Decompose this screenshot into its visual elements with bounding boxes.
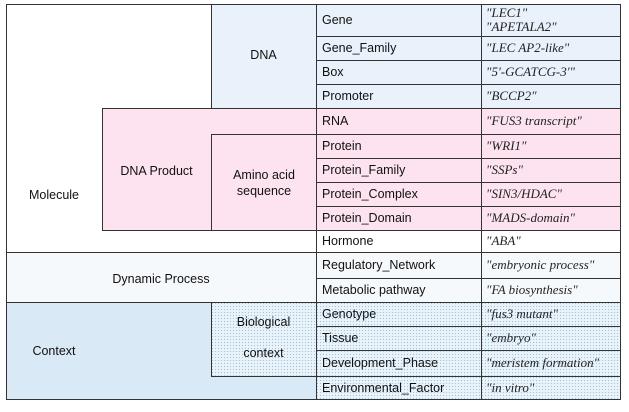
entity-cell: Gene: [316, 4, 481, 36]
example-text: "SSPs": [486, 162, 523, 177]
entity-cell: Box: [316, 60, 481, 84]
example-cell: "ABA": [481, 230, 621, 252]
entity-cell: Promoter: [316, 84, 481, 108]
example-cell: "meristem formation": [481, 350, 621, 376]
example-text: "embryonic process": [486, 257, 595, 272]
grid-lines: [6, 4, 621, 400]
amino-acid-sequence-label: Amino acid sequence: [233, 168, 295, 198]
molecule-label: Molecule: [28, 188, 80, 202]
example-text: "SIN3/HDAC": [486, 186, 562, 201]
example-cell: "FUS3 transcript": [481, 108, 621, 134]
example-text: "LEC1": [486, 5, 528, 20]
entity-cell: Gene_Family: [316, 36, 481, 60]
example-text: "APETALA2": [486, 19, 557, 34]
entity-cell: Protein: [316, 134, 481, 158]
example-text: "ABA": [486, 233, 521, 248]
example-cell: "embryo": [481, 326, 621, 350]
entity-cell: Hormone: [316, 230, 481, 252]
example-cell: "BCCP2": [481, 84, 621, 108]
context-label: Context: [32, 344, 76, 358]
example-text: "embryo": [486, 330, 536, 345]
dna-product-block: [102, 108, 316, 230]
example-text: "WRI1": [486, 138, 527, 153]
example-text: "FA biosynthesis": [486, 282, 578, 297]
example-text: "BCCP2": [486, 88, 537, 103]
entity-cell: Metabolic pathway: [316, 278, 481, 302]
entity-cell: Protein_Family: [316, 158, 481, 182]
example-cell: "MADS-domain": [481, 206, 621, 230]
example-text: "in vitro": [486, 380, 535, 395]
entity-cell: Tissue: [316, 326, 481, 350]
example-cell: "5'-GCATCG-3'": [481, 60, 621, 84]
dna-product-label: DNA Product: [120, 164, 193, 178]
biological-context-label-1: Biological: [236, 315, 291, 329]
example-cell: "LEC AP2-like": [481, 36, 621, 60]
entity-cell: RNA: [316, 108, 481, 134]
entity-cell: Protein_Complex: [316, 182, 481, 206]
biological-context-block: [211, 302, 316, 376]
example-text: "MADS-domain": [486, 210, 575, 225]
example-cell: "SSPs": [481, 158, 621, 182]
example-cell: "WRI1": [481, 134, 621, 158]
entity-hierarchy-table: Molecule DNA DNA Product Amino acid sequ…: [6, 4, 621, 400]
example-text: "FUS3 transcript": [486, 113, 582, 128]
entity-cell: Regulatory_Network: [316, 252, 481, 278]
example-cell: "embryonic process": [481, 252, 621, 278]
dna-block: [211, 4, 316, 108]
example-text: "LEC AP2-like": [486, 40, 570, 55]
example-cell: "fus3 mutant": [481, 302, 621, 326]
example-text: "5'-GCATCG-3'": [486, 64, 575, 79]
biological-context-label-2: context: [243, 346, 284, 360]
entity-cell: Environmental_Factor: [316, 376, 481, 400]
entity-cell: Genotype: [316, 302, 481, 326]
example-cell: "SIN3/HDAC": [481, 182, 621, 206]
entity-cell: Protein_Domain: [316, 206, 481, 230]
example-cell: "LEC1" "APETALA2": [481, 4, 621, 36]
example-cell: "in vitro": [481, 376, 621, 400]
example-text: "fus3 mutant": [486, 306, 558, 321]
dynamic-process-label: Dynamic Process: [112, 272, 210, 286]
example-text: "meristem formation": [486, 355, 600, 370]
entity-cell: Development_Phase: [316, 350, 481, 376]
dna-label: DNA: [250, 48, 277, 62]
example-cell: "FA biosynthesis": [481, 278, 621, 302]
dynamic-process-block: [6, 252, 316, 302]
